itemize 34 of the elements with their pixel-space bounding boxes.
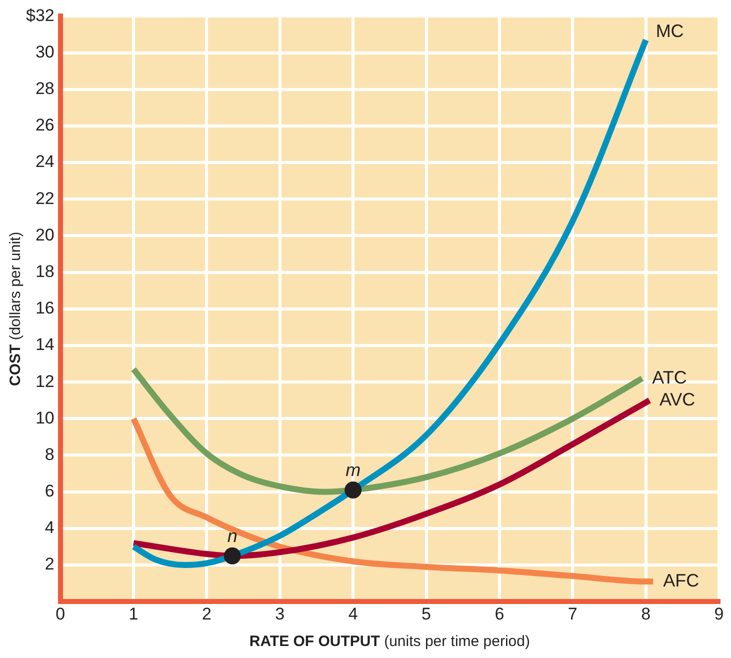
annotation: n bbox=[227, 526, 238, 546]
series-label: AFC bbox=[663, 570, 700, 590]
y-tick-label: 8 bbox=[44, 444, 54, 464]
x-tick-label: 3 bbox=[275, 604, 285, 624]
x-tick-label: 1 bbox=[128, 604, 138, 624]
y-tick-label: 16 bbox=[35, 298, 54, 318]
y-tick-label: 28 bbox=[35, 79, 54, 98]
x-axis-title: RATE OF OUTPUT (units per time period) bbox=[249, 633, 530, 650]
series-label: MC bbox=[656, 20, 684, 41]
x-tick-label: 2 bbox=[202, 604, 212, 624]
y-tick-label: 10 bbox=[35, 408, 54, 428]
series-label: AVC bbox=[659, 389, 696, 410]
y-tick-label: 26 bbox=[35, 116, 54, 135]
y-tick-label: $32 bbox=[26, 6, 54, 25]
y-tick-label: 20 bbox=[35, 225, 54, 244]
x-tick-label: 8 bbox=[641, 604, 651, 624]
y-axis-title: COST (dollars per unit) bbox=[7, 232, 24, 386]
annotation: m bbox=[346, 460, 361, 480]
y-tick-label: 14 bbox=[35, 335, 54, 354]
y-tick-label: 2 bbox=[44, 554, 54, 574]
x-tick-label: 7 bbox=[568, 604, 578, 624]
y-tick-label: 30 bbox=[35, 42, 54, 62]
x-tick-label: 9 bbox=[714, 604, 724, 624]
y-tick-label: 6 bbox=[44, 482, 54, 501]
y-tick-label: 18 bbox=[35, 262, 54, 281]
x-tick-label: 6 bbox=[494, 604, 504, 624]
x-tick-label: 5 bbox=[422, 604, 432, 624]
y-tick-label: 12 bbox=[35, 372, 54, 391]
y-tick-label: 24 bbox=[35, 152, 54, 172]
x-tick-label: 0 bbox=[56, 604, 66, 624]
series-label: ATC bbox=[652, 367, 687, 388]
y-tick-label: 4 bbox=[44, 518, 54, 538]
x-tick-label: 4 bbox=[348, 604, 358, 624]
y-tick-label: 22 bbox=[35, 188, 54, 208]
